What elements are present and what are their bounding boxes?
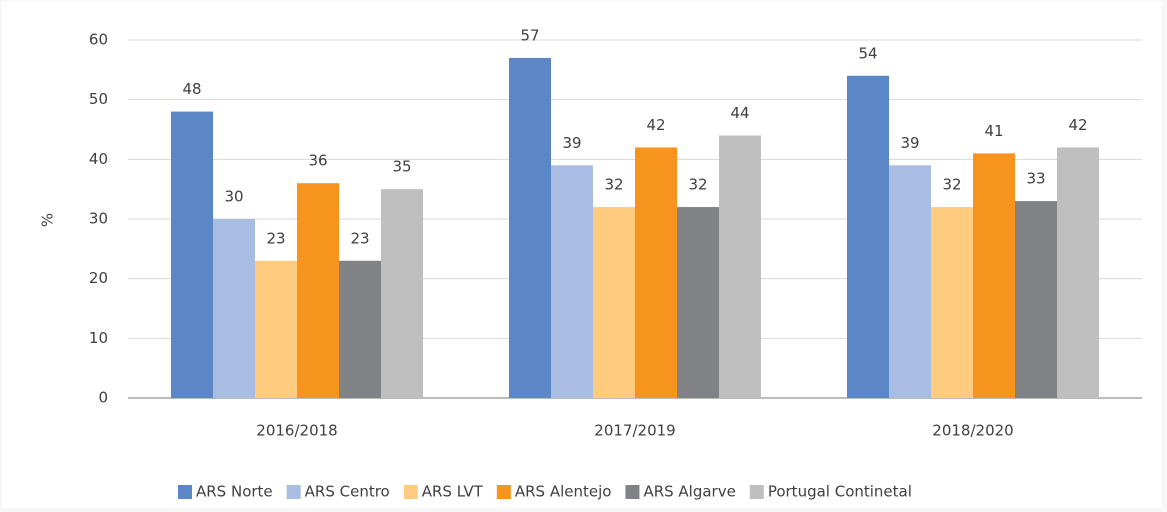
x-tick-label: 2017/2019: [594, 422, 675, 440]
y-tick-label: 40: [89, 150, 108, 168]
bar: [889, 165, 931, 398]
legend-swatch: [286, 485, 301, 499]
data-label: 48: [182, 80, 201, 98]
legend-label: Portugal Continetal: [768, 483, 912, 501]
data-label: 44: [730, 104, 749, 122]
bar: [719, 135, 761, 398]
legend-swatch: [496, 485, 511, 499]
data-label: 57: [520, 26, 539, 44]
data-label: 23: [266, 229, 285, 247]
legend-label: ARS Centro: [305, 483, 390, 501]
data-label: 32: [688, 176, 707, 194]
legend-swatch: [749, 485, 764, 499]
data-label: 39: [562, 134, 581, 152]
data-label: 33: [1026, 170, 1045, 188]
legend-label: ARS Algarve: [643, 483, 735, 501]
legend-swatch: [178, 485, 192, 499]
data-label: 23: [350, 229, 369, 247]
data-label: 42: [646, 116, 665, 134]
bar: [381, 189, 423, 398]
bar: [931, 207, 973, 398]
bar: [171, 111, 213, 398]
legend-label: ARS Norte: [196, 483, 273, 501]
y-tick-label: 20: [89, 269, 108, 287]
bar: [551, 165, 593, 398]
data-label: 54: [858, 44, 877, 62]
data-label: 36: [308, 152, 327, 170]
data-label: 41: [984, 122, 1003, 140]
bar: [339, 260, 381, 398]
y-axis-label: %: [39, 213, 57, 227]
data-label: 32: [942, 176, 961, 194]
legend-label: ARS LVT: [422, 483, 484, 501]
bar: [847, 75, 889, 399]
data-label: 39: [900, 134, 919, 152]
legend-swatch: [625, 485, 640, 499]
bar: [593, 207, 635, 398]
y-tick-label: 30: [89, 210, 108, 228]
bar: [973, 153, 1015, 398]
y-tick-label: 10: [89, 329, 108, 347]
y-tick-label: 60: [89, 31, 108, 49]
bar: [635, 147, 677, 398]
bar: [1015, 201, 1057, 398]
bar: [255, 260, 297, 398]
y-tick-label: 0: [98, 389, 108, 407]
legend-label: ARS Alentejo: [515, 483, 612, 501]
data-label: 42: [1068, 116, 1087, 134]
bar: [297, 183, 339, 398]
x-tick-label: 2016/2018: [256, 422, 337, 440]
bar: [213, 219, 255, 398]
bar: [1057, 147, 1099, 398]
x-tick-label: 2018/2020: [932, 422, 1013, 440]
y-tick-label: 50: [89, 90, 108, 108]
data-label: 35: [392, 158, 411, 176]
legend-swatch: [403, 485, 418, 499]
data-label: 32: [604, 176, 623, 194]
bar: [677, 207, 719, 398]
data-label: 30: [224, 188, 243, 206]
bar: [509, 57, 551, 399]
